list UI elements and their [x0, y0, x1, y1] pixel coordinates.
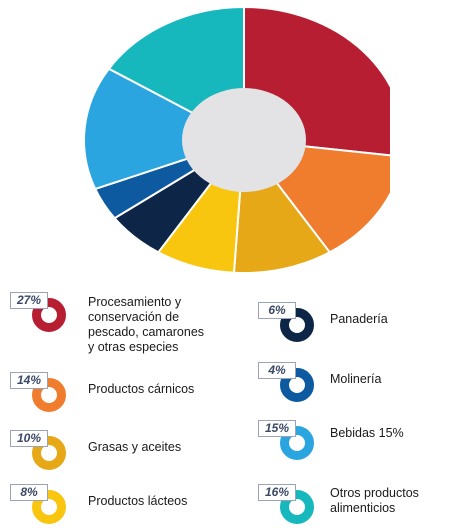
- legend-label: Productos cárnicos: [88, 382, 194, 397]
- legend-percent-badge: 16%: [258, 484, 296, 501]
- legend-label-line: Procesamiento y: [88, 295, 182, 309]
- legend-label: Procesamiento y conservación de pescado, c…: [88, 295, 204, 355]
- legend-label-line: y otras especies: [88, 340, 179, 354]
- legend-ring-icon: [280, 368, 314, 402]
- legend-item: 14% Productos cárnicos: [10, 370, 210, 416]
- legend-label: Grasas y aceites: [88, 440, 181, 455]
- legend-item: 6% Panadería: [258, 300, 456, 346]
- legend-label-line: pescado, camarones: [88, 325, 205, 339]
- legend-ring-icon: [32, 436, 66, 470]
- legend-label: Productos lácteos: [88, 494, 187, 509]
- legend-item: 27% Procesamiento y conservación de pescado…: [10, 290, 210, 354]
- legend-label: Molinería: [330, 372, 381, 387]
- legend-percent-badge: 6%: [258, 302, 296, 319]
- donut-chart: [83, 5, 390, 275]
- legend-label-line: Molinería: [330, 372, 382, 386]
- legend-percent-badge: 15%: [258, 420, 296, 437]
- legend-label-line: Panadería: [330, 312, 388, 326]
- legend-label: Panadería: [330, 312, 388, 327]
- legend-label-line: Otros productos: [330, 486, 419, 500]
- legend-percent-badge: 14%: [10, 372, 48, 389]
- legend-item: 16% Otros productos alimenticios: [258, 482, 456, 528]
- legend-item: 15% Bebidas 15%: [258, 418, 456, 464]
- legend-label-line: Productos lácteos: [88, 494, 188, 508]
- legend-label-line: Grasas y aceites: [88, 440, 182, 454]
- legend-ring-icon: [280, 490, 314, 524]
- legend-percent-badge: 8%: [10, 484, 48, 501]
- legend-percent-badge: 10%: [10, 430, 48, 447]
- legend-label-line: Bebidas 15%: [330, 426, 404, 440]
- donut-center: [182, 88, 306, 192]
- legend-label: Otros productos alimenticios: [330, 486, 419, 516]
- legend-percent-badge: 4%: [258, 362, 296, 379]
- legend-item: 10% Grasas y aceites: [10, 428, 210, 474]
- legend-label-line: alimenticios: [330, 501, 396, 515]
- legend-label: Bebidas 15%: [330, 426, 404, 441]
- legend-percent-badge: 27%: [10, 292, 48, 309]
- legend-item: 4% Molinería: [258, 360, 456, 406]
- legend-item: 8% Productos lácteos: [10, 482, 210, 528]
- legend-label-line: Productos cárnicos: [88, 382, 195, 396]
- donut-slice-7: [83, 67, 247, 191]
- legend-label-line: conservación de: [88, 310, 180, 324]
